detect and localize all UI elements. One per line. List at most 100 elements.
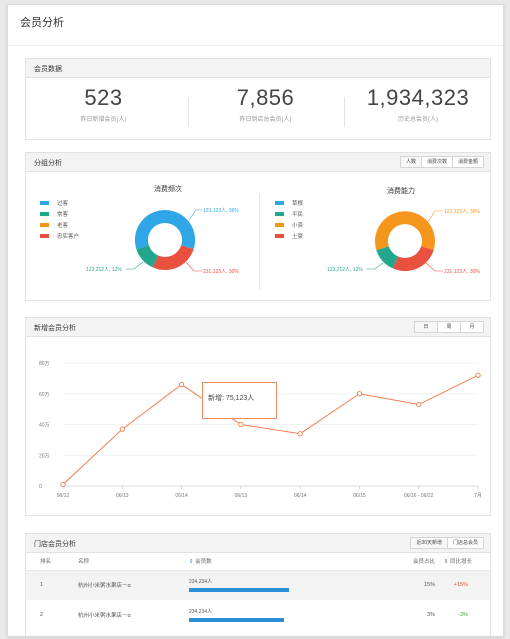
- y-tick-label: 60万: [39, 392, 50, 398]
- legend-swatch-red: [275, 233, 284, 238]
- col-members[interactable]: ⇕ 会员数: [189, 553, 339, 571]
- legend-label: 小资: [292, 222, 304, 229]
- frequency-chart-title: 消费频次: [154, 186, 182, 193]
- slice-label-blue: 123,123人, 36%: [203, 208, 239, 214]
- legend-item[interactable]: 平民: [275, 208, 303, 219]
- col-growth-label: 同比增长: [449, 559, 472, 566]
- donut-slice-orange: [375, 211, 435, 251]
- btn-day[interactable]: 日: [414, 321, 438, 333]
- series-line: [62, 374, 479, 485]
- donut-slice-green: [136, 245, 159, 268]
- x-tick-label: 7月: [474, 493, 482, 499]
- donut-slice-blue: [134, 209, 165, 250]
- member-data-title: 会员数据: [34, 66, 62, 73]
- row-growth: -3%: [458, 612, 468, 618]
- new-member-line-chart: 80万 60万 40万 20万 0 06/12 06/13 06/14 06/13 06/14 06…: [39, 361, 482, 499]
- donut-slice-red: [392, 246, 434, 272]
- x-tick-label: 06/14: [294, 493, 307, 499]
- data-point: [475, 372, 481, 378]
- donut-slice-green: [376, 246, 399, 269]
- member-bar: 234,234人: [189, 608, 289, 622]
- donut-slice-red: [152, 245, 194, 271]
- btn-month[interactable]: 月: [460, 321, 484, 333]
- store-member-panel: 门店会员分析 近30天新增 门店总会员 排名 名称 ⇕ 会员数 会员占比 ⇕ 同…: [25, 533, 491, 636]
- row-store-name: 杭州小米粥水果店－α: [78, 613, 131, 619]
- app-window: 会员分析 会员数据 523 昨日新增会员(人) 7,856 昨日到店总会员(人)…: [7, 4, 504, 637]
- legend-label: 老客: [57, 222, 69, 229]
- stat-new-members: 523 昨日新增会员(人): [26, 85, 181, 123]
- data-point: [119, 426, 125, 432]
- group-analysis-title: 分组分析: [34, 160, 62, 167]
- y-tick-label: 0: [39, 484, 42, 490]
- x-tick-label: 06/14: [175, 493, 188, 499]
- stat-store-members: 7,856 昨日到店总会员(人): [188, 85, 343, 123]
- data-point: [356, 391, 363, 397]
- member-bar: 234,234人: [189, 578, 289, 593]
- legend-swatch-orange: [40, 222, 49, 227]
- member-bar-fill: [189, 618, 284, 622]
- btn-spend-amount[interactable]: 消费金额: [451, 156, 484, 168]
- stat-total-members: 1,934,323 历史总会员(人): [344, 85, 492, 123]
- y-tick-label: 80万: [39, 361, 50, 367]
- label-leader-line: [425, 262, 443, 272]
- member-data-header: 会员数据: [26, 59, 490, 78]
- title-divider: [8, 45, 503, 46]
- col-growth[interactable]: ⇕ 同比增长: [435, 553, 490, 571]
- col-share[interactable]: 会员占比: [339, 553, 435, 571]
- legend-label: 平民: [292, 211, 304, 218]
- btn-recent-30-days[interactable]: 近30天新增: [410, 537, 448, 549]
- label-leader-line: [427, 210, 443, 223]
- store-table: 排名 名称 ⇕ 会员数 会员占比 ⇕ 同比增长 1 杭州小米粥水果店－α 234…: [26, 553, 490, 630]
- table-row[interactable]: 1 杭州小米粥水果店－α 234,234人 15% +15%: [26, 570, 490, 600]
- member-count: 234,234人: [189, 609, 213, 615]
- member-count: 234,234人: [189, 579, 213, 586]
- chart-tooltip: 新增: 75,123人: [202, 382, 277, 419]
- legend-item[interactable]: 常客: [40, 208, 79, 219]
- label-leader-line: [126, 261, 144, 270]
- x-tick-label: 06/15: [353, 493, 366, 499]
- legend-label: 土豪: [292, 233, 304, 240]
- legend-item[interactable]: 过客: [40, 197, 79, 208]
- new-member-header: 新增会员分析 日 周 月: [26, 318, 490, 337]
- stat-total-members-label: 历史总会员(人): [398, 117, 438, 123]
- slice-label-green: 123,212人, 12%: [327, 267, 363, 273]
- legend-swatch-blue: [275, 200, 284, 205]
- row-rank: 1: [26, 570, 78, 600]
- col-rank[interactable]: 排名: [26, 553, 78, 571]
- store-member-title: 门店会员分析: [34, 541, 76, 548]
- data-point: [238, 421, 244, 428]
- btn-total-members[interactable]: 门店总会员: [446, 537, 484, 549]
- sort-icon[interactable]: ⇕: [189, 559, 194, 566]
- row-members: 234,234人: [189, 570, 339, 600]
- legend-item[interactable]: 土豪: [275, 230, 303, 241]
- row-store-name: 杭州小米粥水果店－α: [78, 570, 189, 600]
- table-row[interactable]: 2 杭州小米粥水果店－α 234,234人 3% -3%: [26, 600, 490, 630]
- row-rank: 2: [40, 612, 44, 618]
- stat-store-members-value: 7,856: [236, 85, 295, 110]
- store-member-header: 门店会员分析 近30天新增 门店总会员: [26, 534, 490, 553]
- x-tick-label: 06/13: [235, 493, 248, 499]
- period-toggle: 日 周 月: [414, 321, 484, 333]
- legend-item[interactable]: 小资: [275, 219, 303, 230]
- sort-icon[interactable]: ⇕: [443, 559, 449, 566]
- legend-item[interactable]: 草根: [275, 197, 303, 208]
- ability-legend: 草根 平民 小资 土豪: [275, 197, 303, 241]
- data-point: [297, 431, 303, 437]
- store-toggle: 近30天新增 门店总会员: [410, 537, 484, 549]
- slice-label-red: 231,123人, 30%: [203, 269, 239, 275]
- legend-item[interactable]: 老客: [40, 219, 79, 230]
- label-leader-line: [188, 209, 202, 221]
- ability-donut-chart: 123,123人, 36% 231,123人, 30% 123,212人, 12…: [327, 209, 480, 275]
- y-tick-label: 20万: [39, 453, 50, 459]
- legend-label: 过客: [57, 200, 69, 207]
- legend-swatch-blue: [40, 200, 49, 205]
- label-leader-line: [366, 262, 384, 270]
- col-name[interactable]: 名称: [78, 553, 189, 571]
- stat-total-members-value: 1,934,323: [366, 85, 470, 110]
- slice-label-red: 231,123人, 30%: [444, 269, 480, 275]
- frequency-donut-chart: 123,123人, 36% 231,123人, 30% 123,212人, 12…: [86, 208, 239, 275]
- legend-item[interactable]: 忠实客户: [40, 230, 79, 241]
- data-point: [178, 381, 185, 388]
- row-share: 15%: [339, 570, 435, 600]
- stat-new-members-value: 523: [84, 85, 123, 110]
